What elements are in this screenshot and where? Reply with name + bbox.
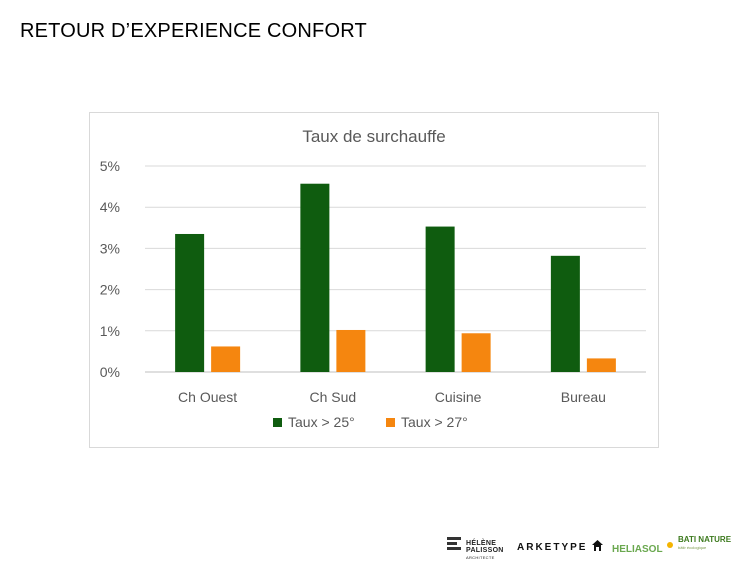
bar-taux-25-ch-sud <box>300 183 330 372</box>
partner-logos: HÉLÈNE PALISSON ARCHITECTE ARKETYPE HELI… <box>440 530 740 560</box>
y-tick-label: 5% <box>100 158 120 174</box>
bar-taux-27-ch-ouest <box>211 346 241 372</box>
bar-taux-27-bureau <box>586 358 616 372</box>
bati-nature-text: BATI NATURE <box>678 535 732 544</box>
y-tick-label: 1% <box>100 323 120 339</box>
chart-container: Taux de surchauffe 0% 1% 2% 3% 4% 5% Ch Ouest… <box>89 112 659 448</box>
helene-line2: PALISSON <box>466 547 504 554</box>
arketype-logo: ARKETYPE <box>517 540 604 553</box>
bar-taux-25-ch-ouest <box>175 233 205 372</box>
bati-nature-logo: BATI NATURE bâtir écologique <box>678 536 731 552</box>
bar-taux-25-bureau <box>550 255 580 372</box>
y-tick-label: 4% <box>100 199 120 215</box>
heliasol-logo: HELIASOL <box>612 540 675 555</box>
slide-title: RETOUR D’EXPERIENCE CONFORT <box>20 20 367 42</box>
legend-label: Taux > 25° <box>288 414 355 430</box>
y-tick-label: 3% <box>100 240 120 256</box>
helene-palisson-logo: HÉLÈNE PALISSON ARCHITECTE <box>446 536 503 560</box>
helene-line1: HÉLÈNE <box>466 540 497 547</box>
x-category-label: Ch Sud <box>310 389 357 405</box>
bar-chart: Taux de surchauffe 0% 1% 2% 3% 4% 5% Ch Ouest… <box>100 127 646 430</box>
x-category-label: Cuisine <box>435 389 482 405</box>
house-icon <box>592 540 604 551</box>
legend-label: Taux > 27° <box>401 414 468 430</box>
bati-nature-sub: bâtir écologique <box>678 545 707 550</box>
sun-icon <box>667 542 674 548</box>
y-tick-label: 2% <box>100 282 120 298</box>
bar-taux-27-cuisine <box>461 333 491 372</box>
y-tick-label: 0% <box>100 364 120 380</box>
legend-swatch <box>386 418 395 427</box>
chart-title: Taux de surchauffe <box>302 127 445 146</box>
helene-line3: ARCHITECTE <box>466 555 495 560</box>
bar-taux-25-cuisine <box>425 226 455 372</box>
heliasol-text: HELIASOL <box>612 544 663 555</box>
building-icon <box>447 537 461 550</box>
arketype-text: ARKETYPE <box>517 542 588 553</box>
legend-swatch <box>273 418 282 427</box>
x-category-label: Bureau <box>561 389 606 405</box>
bar-taux-27-ch-sud <box>336 329 366 372</box>
x-category-label: Ch Ouest <box>178 389 237 405</box>
